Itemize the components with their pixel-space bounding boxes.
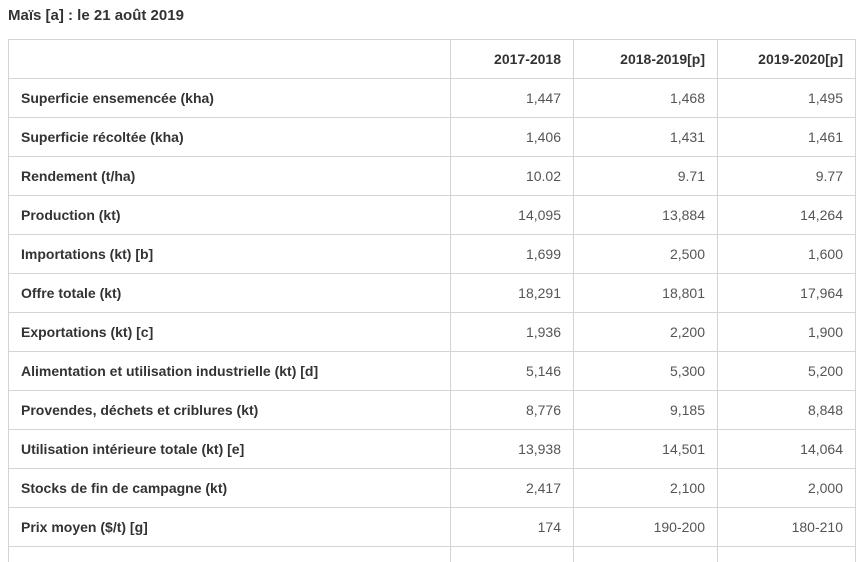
column-header-2018-2019: 2018-2019[p]: [573, 39, 718, 79]
empty-value-cell: [717, 546, 856, 562]
row-value: 10.02: [450, 156, 574, 196]
row-label: Alimentation et utilisation industrielle…: [8, 351, 451, 391]
page-title: Maïs [a] : le 21 août 2019: [8, 7, 184, 24]
empty-value-cell: [573, 546, 718, 562]
row-value: 14,064: [717, 429, 856, 469]
row-value: 18,801: [573, 273, 718, 313]
row-value: 1,431: [573, 117, 718, 157]
row-value: 14,264: [717, 195, 856, 235]
empty-label-cell: [8, 546, 451, 562]
row-label: Offre totale (kt): [8, 273, 451, 313]
row-value: 180-210: [717, 507, 856, 547]
row-label: Superficie récoltée (kha): [8, 117, 451, 157]
table-row: Exportations (kt) [c] 1,936 2,200 1,900: [8, 312, 856, 352]
row-value: 1,900: [717, 312, 856, 352]
row-value: 1,461: [717, 117, 856, 157]
row-value: 8,776: [450, 390, 574, 430]
column-header-2019-2020: 2019-2020[p]: [717, 39, 856, 79]
row-value: 2,417: [450, 468, 574, 508]
corner-cell: [8, 39, 451, 79]
row-label: Importations (kt) [b]: [8, 234, 451, 274]
supply-disposition-table: 2017-2018 2018-2019[p] 2019-2020[p] Supe…: [8, 39, 856, 562]
table-header-row: 2017-2018 2018-2019[p] 2019-2020[p]: [8, 39, 856, 79]
row-label: Prix moyen ($/t) [g]: [8, 507, 451, 547]
row-value: 5,300: [573, 351, 718, 391]
partial-next-row: [8, 546, 856, 562]
row-value: 1,936: [450, 312, 574, 352]
row-value: 13,938: [450, 429, 574, 469]
table-row: Prix moyen ($/t) [g] 174 190-200 180-210: [8, 507, 856, 547]
table-row: Superficie ensemencée (kha) 1,447 1,468 1,4…: [8, 78, 856, 118]
row-label: Stocks de fin de campagne (kt): [8, 468, 451, 508]
row-value: 2,100: [573, 468, 718, 508]
row-value: 18,291: [450, 273, 574, 313]
row-value: 5,146: [450, 351, 574, 391]
row-value: 1,600: [717, 234, 856, 274]
row-value: 1,495: [717, 78, 856, 118]
row-label: Production (kt): [8, 195, 451, 235]
row-value: 2,200: [573, 312, 718, 352]
table-row: Stocks de fin de campagne (kt) 2,417 2,100…: [8, 468, 856, 508]
row-value: 9.71: [573, 156, 718, 196]
table-row: Provendes, déchets et criblures (kt) 8,77…: [8, 390, 856, 430]
row-label: Exportations (kt) [c]: [8, 312, 451, 352]
table-row: Production (kt) 14,095 13,884 14,264: [8, 195, 856, 235]
row-value: 190-200: [573, 507, 718, 547]
row-value: 17,964: [717, 273, 856, 313]
row-value: 1,468: [573, 78, 718, 118]
row-value: 9,185: [573, 390, 718, 430]
row-label: Rendement (t/ha): [8, 156, 451, 196]
row-label: Superficie ensemencée (kha): [8, 78, 451, 118]
table-row: Alimentation et utilisation industrielle…: [8, 351, 856, 391]
row-label: Provendes, déchets et criblures (kt): [8, 390, 451, 430]
row-value: 13,884: [573, 195, 718, 235]
row-value: 2,000: [717, 468, 856, 508]
table-row: Utilisation intérieure totale (kt) [e] 13…: [8, 429, 856, 469]
table-body: Superficie ensemencée (kha) 1,447 1,468 1,4…: [8, 78, 856, 562]
row-value: 1,447: [450, 78, 574, 118]
row-label: Utilisation intérieure totale (kt) [e]: [8, 429, 451, 469]
row-value: 8,848: [717, 390, 856, 430]
row-value: 1,699: [450, 234, 574, 274]
table-row: Offre totale (kt) 18,291 18,801 17,964: [8, 273, 856, 313]
row-value: 1,406: [450, 117, 574, 157]
row-value: 5,200: [717, 351, 856, 391]
table-row: Rendement (t/ha) 10.02 9.71 9.77: [8, 156, 856, 196]
row-value: 14,095: [450, 195, 574, 235]
row-value: 9.77: [717, 156, 856, 196]
row-value: 14,501: [573, 429, 718, 469]
table-row: Superficie récoltée (kha) 1,406 1,431 1,461: [8, 117, 856, 157]
column-header-2017-2018: 2017-2018: [450, 39, 574, 79]
row-value: 174: [450, 507, 574, 547]
table-row: Importations (kt) [b] 1,699 2,500 1,600: [8, 234, 856, 274]
empty-value-cell: [450, 546, 574, 562]
row-value: 2,500: [573, 234, 718, 274]
